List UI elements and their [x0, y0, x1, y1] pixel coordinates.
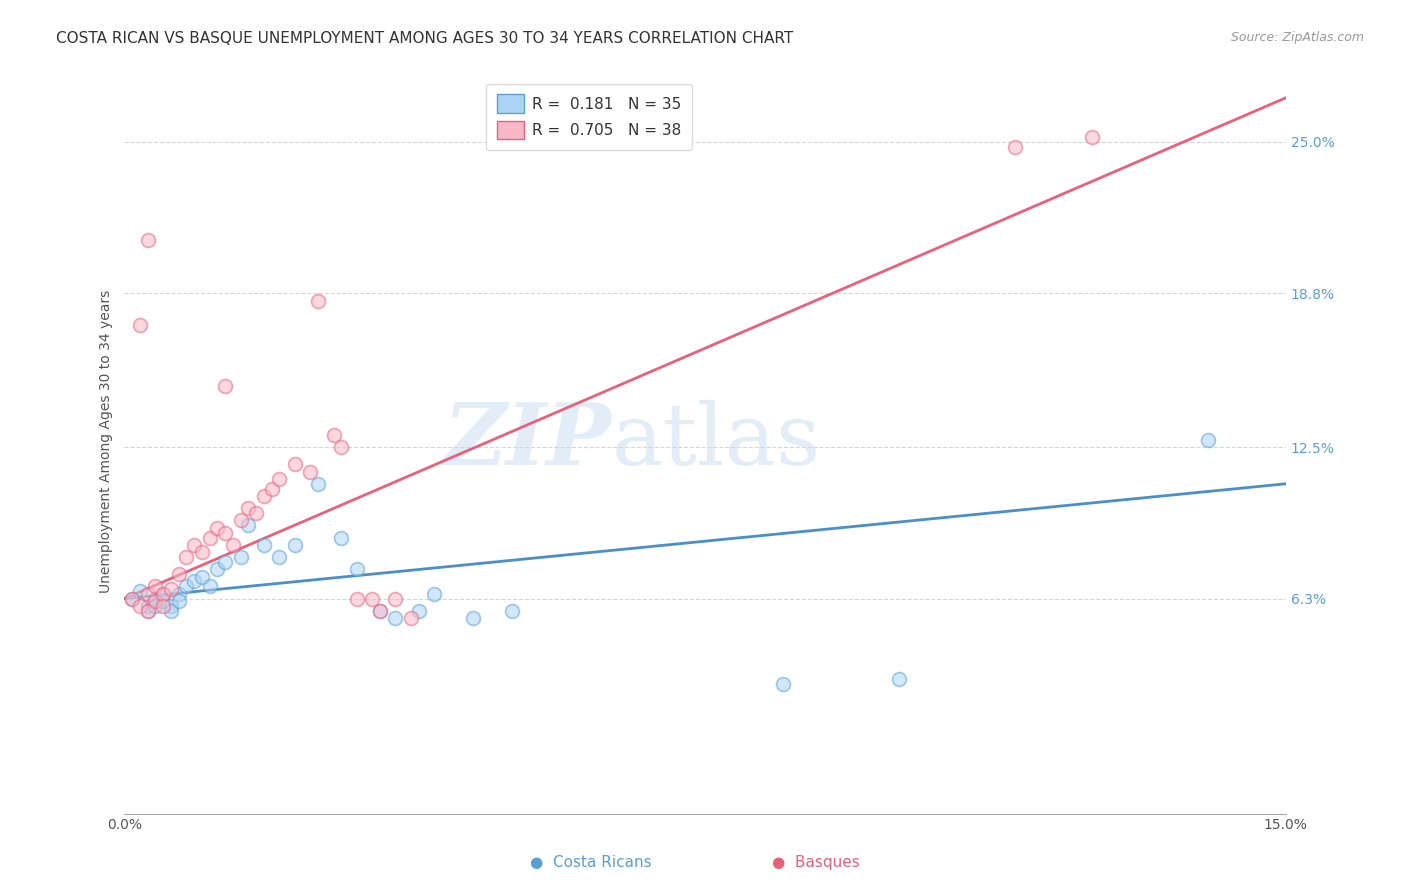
Point [214, 379, 236, 393]
Text: COSTA RICAN VS BASQUE UNEMPLOYMENT AMONG AGES 30 TO 34 YEARS CORRELATION CHART: COSTA RICAN VS BASQUE UNEMPLOYMENT AMONG… [56, 31, 793, 46]
Point [772, 677, 794, 691]
Point [183, 574, 205, 589]
Point [330, 531, 353, 545]
Point [145, 599, 167, 613]
Text: atlas: atlas [612, 400, 821, 483]
Legend: R =  0.181   N = 35, R =  0.705   N = 38: R = 0.181 N = 35, R = 0.705 N = 38 [486, 84, 692, 150]
Point [145, 579, 167, 593]
Point [152, 587, 174, 601]
Text: Source: ZipAtlas.com: Source: ZipAtlas.com [1230, 31, 1364, 45]
Point [307, 293, 329, 308]
Point [887, 672, 910, 686]
Point [167, 594, 190, 608]
Point [160, 599, 183, 613]
Point [136, 604, 159, 618]
Point [408, 604, 430, 618]
Point [384, 591, 406, 606]
Point [1197, 433, 1219, 447]
Point [191, 569, 214, 583]
Point [299, 465, 322, 479]
Point [330, 440, 353, 454]
Point [368, 604, 391, 618]
Text: ●  Costa Ricans: ● Costa Ricans [530, 855, 651, 870]
Point [198, 579, 221, 593]
Point [160, 604, 183, 618]
Point [284, 538, 307, 552]
Point [260, 482, 283, 496]
Point [152, 599, 174, 613]
Point [121, 591, 143, 606]
Point [269, 550, 291, 565]
Point [307, 476, 329, 491]
Point [129, 318, 152, 332]
Point [214, 555, 236, 569]
Point [145, 594, 167, 608]
Point [167, 567, 190, 582]
Point [399, 611, 422, 625]
Point [423, 587, 446, 601]
Point [346, 562, 368, 576]
Point [145, 591, 167, 606]
Point [183, 538, 205, 552]
Point [198, 531, 221, 545]
Point [269, 472, 291, 486]
Point [1004, 139, 1026, 153]
Point [207, 521, 229, 535]
Point [191, 545, 214, 559]
Point [361, 591, 384, 606]
Point [322, 428, 344, 442]
Point [136, 599, 159, 613]
Point [222, 538, 245, 552]
Point [245, 506, 267, 520]
Point [152, 594, 174, 608]
Point [368, 604, 391, 618]
Point [384, 611, 406, 625]
Point [253, 538, 276, 552]
Point [238, 501, 260, 516]
Point [346, 591, 368, 606]
Point [229, 513, 252, 527]
Point [176, 550, 198, 565]
Point [501, 604, 523, 618]
Text: ●  Basques: ● Basques [772, 855, 859, 870]
Point [160, 582, 183, 596]
Point [214, 525, 236, 540]
Point [167, 587, 190, 601]
Point [136, 604, 159, 618]
Point [176, 579, 198, 593]
Point [152, 587, 174, 601]
Point [229, 550, 252, 565]
Point [253, 489, 276, 503]
Point [238, 518, 260, 533]
Y-axis label: Unemployment Among Ages 30 to 34 years: Unemployment Among Ages 30 to 34 years [100, 289, 114, 592]
Point [129, 584, 152, 599]
Point [461, 611, 484, 625]
Point [207, 562, 229, 576]
Point [1081, 129, 1104, 144]
Point [121, 591, 143, 606]
Point [136, 233, 159, 247]
Point [136, 587, 159, 601]
Text: ZIP: ZIP [444, 400, 612, 483]
Point [284, 457, 307, 471]
Point [129, 599, 152, 613]
